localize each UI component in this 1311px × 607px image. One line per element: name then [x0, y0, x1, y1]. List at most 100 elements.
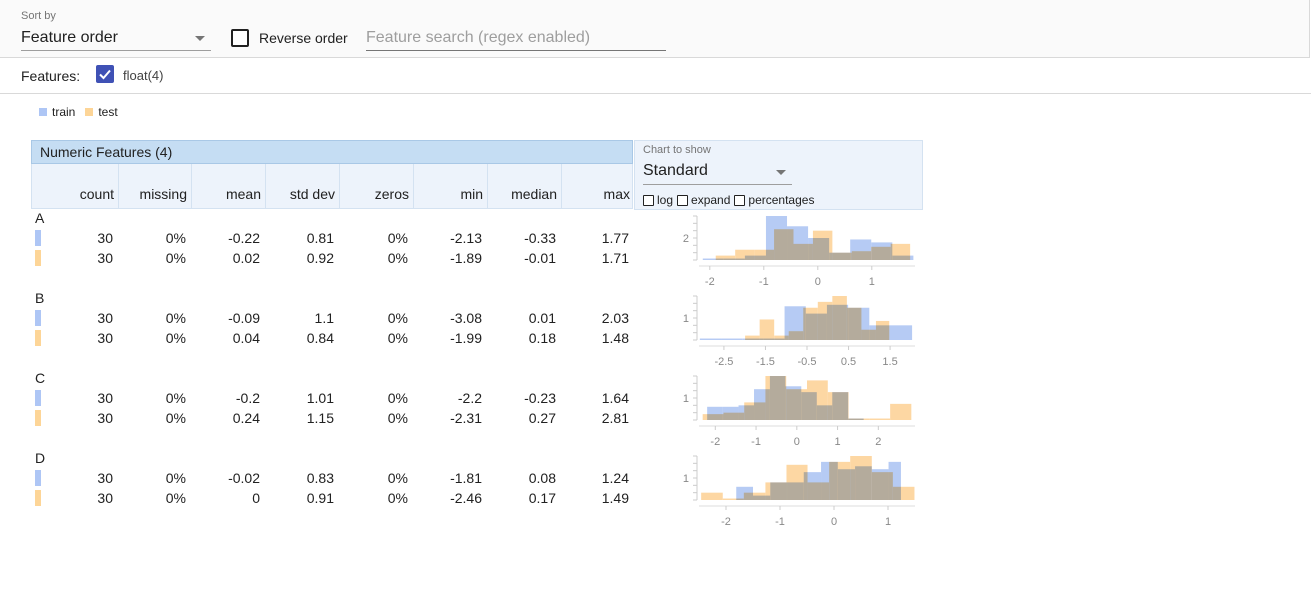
column-header-min[interactable]: min: [413, 164, 487, 208]
cell-mean: -0.2: [235, 390, 260, 406]
stats-row-train: 30 0% -0.09 1.1 0% -3.08 0.01 2.03: [31, 310, 633, 326]
test-bin: [723, 412, 745, 420]
column-header-missing[interactable]: missing: [118, 164, 191, 208]
cell-missing: 0%: [165, 330, 186, 346]
cell-count: 30: [97, 410, 113, 426]
cell-std-dev: 1.1: [314, 310, 334, 326]
cell-median: -0.23: [524, 390, 556, 406]
sort-by-dropdown[interactable]: Feature order: [21, 26, 211, 51]
train-color-bar: [35, 470, 41, 486]
stats-row-test: 30 0% 0.24 1.15 0% -2.31 0.27 2.81: [31, 410, 633, 426]
feature-block-B: B 30 0% -0.09 1.1 0% -3.08 0.01 2.03 30 0% 0.04 0.84…: [31, 290, 931, 370]
float-features-checkbox[interactable]: [96, 65, 114, 83]
features-label: Features:: [21, 68, 81, 84]
cell-count: 30: [97, 490, 113, 506]
test-bin: [807, 482, 830, 500]
feature-block-C: C 30 0% -0.2 1.01 0% -2.2 -0.23 1.64 30 0% 0.24 1.15…: [31, 370, 931, 450]
test-bin: [892, 486, 915, 500]
x-tick-label: -1: [751, 436, 761, 448]
cell-std-dev: 0.83: [306, 470, 334, 486]
reverse-order-label: Reverse order: [259, 30, 348, 46]
test-bin: [848, 418, 870, 420]
test-bin: [890, 403, 912, 420]
log-label: log: [657, 193, 674, 207]
reverse-order-checkbox[interactable]: [231, 29, 249, 47]
legend-item-train: train: [39, 105, 75, 119]
column-header-row: count missing mean std dev zeros min median max: [31, 164, 633, 209]
cell-count: 30: [97, 250, 113, 266]
histogram-A[interactable]: 2 -2 -1 0 1: [665, 210, 925, 290]
column-header-mean[interactable]: mean: [191, 164, 265, 208]
test-bin: [812, 230, 833, 260]
column-header-std-dev[interactable]: std dev: [265, 164, 339, 208]
cell-count: 30: [97, 310, 113, 326]
cell-zeros: 0%: [387, 490, 408, 506]
cell-zeros: 0%: [387, 310, 408, 326]
train-color-bar: [35, 310, 41, 326]
cell-median: -0.33: [524, 230, 556, 246]
chart-legend: train test: [39, 105, 128, 119]
histogram-B[interactable]: 1 -2.5 -1.5 -0.5 0.5 1.5: [665, 290, 925, 370]
test-bin: [774, 229, 794, 260]
chevron-down-icon: [776, 170, 786, 175]
legend-swatch-train: [39, 108, 47, 116]
cell-std-dev: 0.91: [306, 490, 334, 506]
cell-std-dev: 0.84: [306, 330, 334, 346]
check-icon: [99, 69, 111, 80]
stats-row-test: 30 0% 0.04 0.84 0% -1.99 0.18 1.48: [31, 330, 633, 346]
cell-max: 2.81: [601, 410, 629, 426]
column-header-zeros[interactable]: zeros: [339, 164, 413, 208]
cell-max: 1.77: [601, 230, 629, 246]
test-bin: [759, 319, 775, 340]
x-tick-label: 1.5: [882, 356, 897, 368]
cell-std-dev: 1.15: [306, 410, 334, 426]
column-header-count[interactable]: count: [79, 186, 114, 202]
histogram-D[interactable]: 1 -2 -1 0 1: [665, 450, 925, 530]
x-tick-label: 0: [815, 276, 821, 288]
cell-missing: 0%: [165, 250, 186, 266]
reverse-order-toggle[interactable]: Reverse order: [231, 28, 348, 48]
percentages-checkbox[interactable]: [734, 194, 746, 206]
test-bin: [850, 456, 872, 500]
percentages-label: percentages: [748, 193, 815, 207]
legend-swatch-test: [85, 108, 94, 116]
column-header-median[interactable]: median: [487, 164, 561, 208]
histogram-C[interactable]: 1 -2 -1 0 1 2: [665, 370, 925, 450]
test-bin: [851, 251, 872, 260]
column-header-max[interactable]: max: [561, 164, 634, 208]
test-bin: [807, 380, 828, 420]
train-bin: [890, 325, 913, 340]
cell-min: -1.99: [450, 330, 482, 346]
expand-label: expand: [691, 193, 731, 207]
log-checkbox[interactable]: [643, 194, 654, 206]
log-option[interactable]: log: [643, 193, 673, 207]
test-bin: [793, 243, 813, 260]
percentages-option[interactable]: percentages: [734, 193, 814, 207]
y-tick-label: 2: [683, 233, 689, 245]
float-features-label: float(4): [123, 68, 164, 83]
expand-option[interactable]: expand: [677, 193, 730, 207]
x-tick-label: 0: [831, 516, 837, 528]
feature-name: A: [35, 210, 45, 226]
test-bin: [861, 329, 876, 340]
train-bin: [699, 338, 722, 340]
test-bin: [871, 246, 891, 260]
cell-max: 1.71: [601, 250, 629, 266]
chart-options: log expand percentages: [643, 193, 818, 207]
controls-bar: Sort by Feature order Reverse order: [0, 0, 1310, 58]
cell-missing: 0%: [165, 490, 186, 506]
cell-missing: 0%: [165, 410, 186, 426]
legend-label-train: train: [52, 105, 76, 119]
test-bin: [722, 498, 744, 500]
cell-missing: 0%: [165, 230, 186, 246]
cell-std-dev: 0.81: [306, 230, 334, 246]
chart-to-show-label: Chart to show: [643, 144, 711, 156]
cell-zeros: 0%: [387, 390, 408, 406]
cell-median: 0.18: [528, 330, 556, 346]
test-bin: [735, 249, 755, 260]
chart-type-dropdown[interactable]: Standard: [643, 160, 792, 185]
test-bin: [871, 472, 893, 500]
feature-search-input[interactable]: [366, 26, 666, 51]
expand-checkbox[interactable]: [677, 194, 689, 206]
cell-zeros: 0%: [387, 330, 408, 346]
